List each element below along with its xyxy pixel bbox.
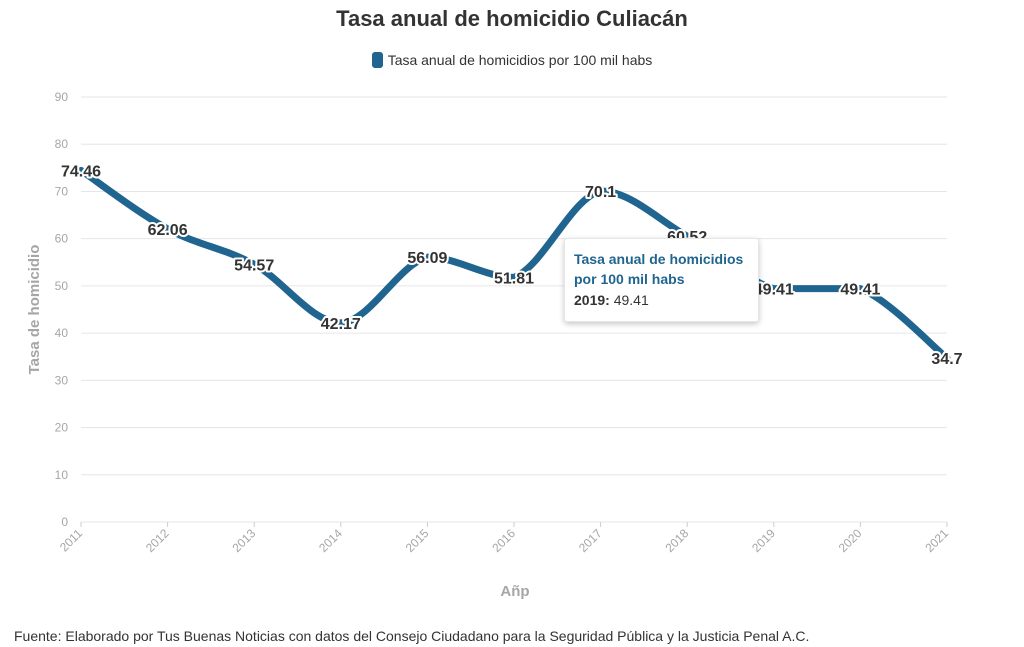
data-label: 51.81 (494, 270, 534, 287)
data-label: 70.1 (585, 184, 616, 201)
data-label: 49.41 (754, 282, 794, 299)
y-tick-label: 0 (61, 515, 68, 529)
y-tick-label: 90 (55, 90, 69, 104)
legend-swatch (371, 52, 383, 68)
tooltip-title: Tasa anual de homicidios por 100 mil hab… (574, 251, 744, 287)
y-tick-label: 10 (55, 468, 69, 482)
data-label: 56.09 (407, 250, 447, 267)
tooltip: Tasa anual de homicidios por 100 mil hab… (564, 238, 759, 322)
x-tick-label: 2018 (663, 526, 692, 555)
series-line[interactable] (77, 166, 951, 362)
x-tick-label: 2011 (57, 526, 85, 554)
x-tick-label: 2016 (489, 526, 518, 555)
chart-title: Tasa anual de homicidio Culiacán (336, 6, 688, 31)
y-tick-label: 20 (55, 421, 69, 435)
y-tick-label: 80 (55, 137, 69, 151)
tooltip-year: 2019: (574, 292, 610, 308)
y-axis-title: Tasa de homicidio (26, 245, 43, 375)
x-tick-label: 2021 (922, 526, 951, 555)
tooltip-row: 2019: 49.41 (574, 290, 748, 310)
x-axis-title: Añp (500, 583, 529, 600)
x-tick-label: 2014 (316, 526, 345, 555)
x-tick-label: 2019 (749, 526, 778, 555)
data-label: 62.06 (148, 222, 188, 239)
y-tick-label: 70 (55, 184, 69, 198)
y-tick-label: 50 (55, 279, 69, 293)
data-label: 54.57 (234, 257, 274, 274)
x-tick-label: 2020 (836, 526, 865, 555)
x-tick-label: 2015 (403, 526, 432, 555)
legend[interactable]: Tasa anual de homicidios por 100 mil hab… (0, 52, 1024, 68)
y-tick-label: 60 (55, 232, 69, 246)
data-label: 34.7 (931, 351, 962, 368)
source-note: Fuente: Elaborado por Tus Buenas Noticia… (14, 628, 810, 644)
data-label: 74.46 (61, 163, 101, 180)
x-tick-label: 2012 (143, 526, 172, 555)
y-tick-label: 30 (55, 373, 69, 387)
data-label: 42.17 (321, 316, 361, 333)
data-label: 49.41 (840, 282, 880, 299)
y-tick-label: 40 (55, 326, 69, 340)
legend-label: Tasa anual de homicidios por 100 mil hab… (387, 52, 653, 68)
x-tick-label: 2013 (230, 526, 259, 555)
x-tick-label: 2017 (576, 526, 605, 555)
tooltip-value: 49.41 (613, 292, 649, 308)
